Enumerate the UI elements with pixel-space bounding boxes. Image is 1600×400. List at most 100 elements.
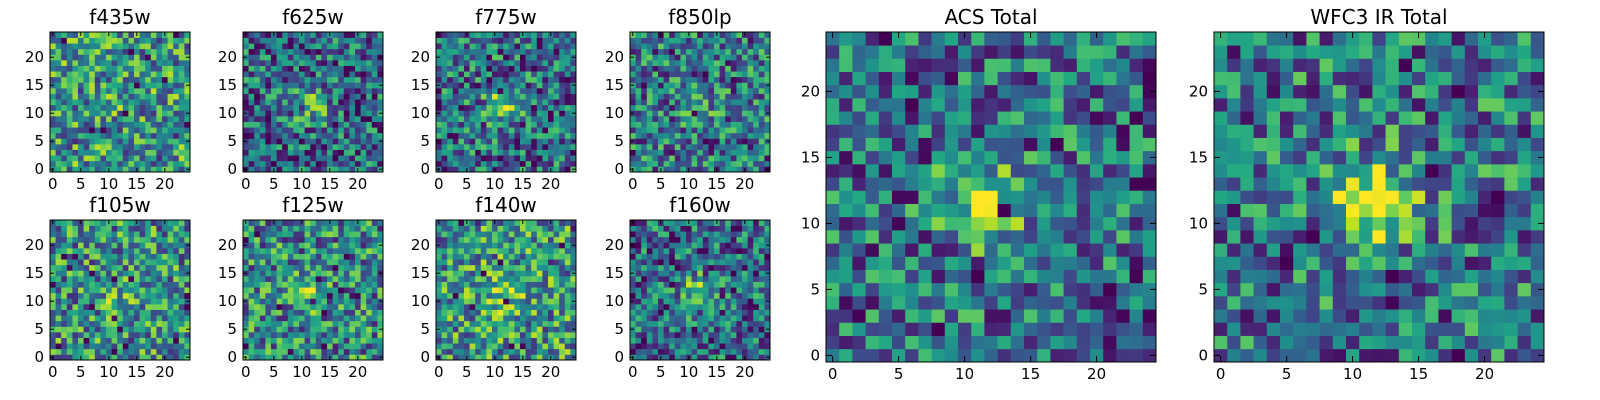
heatmap-cell <box>503 76 510 83</box>
heatmap-cell <box>248 32 255 38</box>
heatmap-cell <box>78 348 84 355</box>
heatmap-cell <box>719 315 726 322</box>
heatmap-cell <box>254 99 261 106</box>
heatmap-cell <box>492 231 498 238</box>
heatmap-cell <box>50 149 56 156</box>
heatmap-cell <box>669 121 676 128</box>
heatmap-cell <box>360 304 367 310</box>
heatmap-cell <box>167 48 174 55</box>
heatmap-cell <box>514 144 521 150</box>
heatmap-cell <box>94 320 101 327</box>
heatmap-cell <box>641 99 648 106</box>
heatmap-cell <box>452 37 459 44</box>
heatmap-cell <box>742 71 748 78</box>
heatmap-cell <box>78 88 84 94</box>
heatmap-cell <box>553 149 560 156</box>
heatmap-cell <box>145 276 152 282</box>
heatmap-cell <box>243 43 249 50</box>
heatmap-cell <box>536 60 543 66</box>
heatmap-cell <box>343 37 350 44</box>
heatmap-cell <box>293 354 300 361</box>
heatmap-cell <box>747 354 754 361</box>
heatmap-cell <box>106 231 112 238</box>
heatmap-cell <box>520 54 526 61</box>
heatmap-cell <box>503 220 510 226</box>
axes-frame <box>242 219 384 361</box>
heatmap-cell <box>150 248 157 254</box>
heatmap-cell <box>304 253 311 260</box>
heatmap-cell <box>276 292 283 299</box>
heatmap-cell <box>83 248 90 254</box>
heatmap-cell <box>371 104 378 111</box>
heatmap-cell <box>559 298 566 305</box>
heatmap-cell <box>89 127 96 134</box>
heatmap-cell <box>315 264 322 271</box>
heatmap-cell <box>173 259 180 266</box>
heatmap-cell <box>315 343 322 350</box>
heatmap-cell <box>697 48 704 55</box>
heatmap-cell <box>55 332 62 338</box>
heatmap-cell <box>719 304 726 310</box>
heatmap-cell <box>452 236 459 243</box>
heatmap-cell <box>78 320 84 327</box>
heatmap-cell <box>293 242 300 249</box>
heatmap-cell <box>276 253 283 260</box>
heatmap-cell <box>321 343 328 350</box>
heatmap-cell <box>686 121 692 128</box>
heatmap-cell <box>111 93 118 100</box>
heatmap-cell <box>564 259 571 266</box>
heatmap-cell <box>248 281 255 288</box>
heatmap-cell <box>349 270 356 277</box>
heatmap-cell <box>508 264 515 271</box>
heatmap-cell <box>94 82 101 89</box>
heatmap-cell <box>293 281 300 288</box>
heatmap-cell <box>377 48 384 55</box>
heatmap-cell <box>167 155 174 162</box>
heatmap-cell <box>271 304 277 310</box>
heatmap-cell <box>542 104 549 111</box>
heatmap-cell <box>360 43 367 50</box>
heatmap-cell <box>117 155 124 162</box>
y-tick-label: 10 <box>411 292 430 310</box>
heatmap-cell <box>332 65 339 72</box>
heatmap-cell <box>702 149 709 156</box>
heatmap-cell <box>570 264 577 271</box>
heatmap-cell <box>139 60 146 66</box>
heatmap-cell <box>332 104 339 111</box>
heatmap-cell <box>184 332 191 338</box>
heatmap-cell <box>570 220 577 226</box>
heatmap-cell <box>730 155 737 162</box>
heatmap-cell <box>570 65 577 72</box>
heatmap-cell <box>553 225 560 232</box>
heatmap-cell <box>680 160 687 167</box>
heatmap-cell <box>248 104 255 111</box>
heatmap-cell <box>355 248 361 254</box>
heatmap-cell <box>72 116 79 122</box>
heatmap-cell <box>646 54 653 61</box>
heatmap-cell <box>366 337 373 344</box>
heatmap-cell <box>321 326 328 333</box>
heatmap-cell <box>360 121 367 128</box>
heatmap-cell <box>475 110 482 117</box>
heatmap-cell <box>697 149 704 156</box>
heatmap-cell <box>332 220 339 226</box>
heatmap-cell <box>243 264 249 271</box>
heatmap-cell <box>150 32 157 38</box>
heatmap-cell <box>78 248 84 254</box>
heatmap-cell <box>730 65 737 72</box>
heatmap-cell <box>646 304 653 310</box>
heatmap-cell <box>106 76 112 83</box>
heatmap-cell <box>150 82 157 89</box>
heatmap-cell <box>514 343 521 350</box>
heatmap-cell <box>55 60 62 66</box>
heatmap-cell <box>150 225 157 232</box>
heatmap-cell <box>128 32 135 38</box>
heatmap-cell <box>111 236 118 243</box>
heatmap-cell <box>697 343 704 350</box>
heatmap-cell <box>162 253 168 260</box>
heatmap-cell <box>254 320 261 327</box>
heatmap-cell <box>248 236 255 243</box>
heatmap-cell <box>475 337 482 344</box>
heatmap-cell <box>719 88 726 94</box>
